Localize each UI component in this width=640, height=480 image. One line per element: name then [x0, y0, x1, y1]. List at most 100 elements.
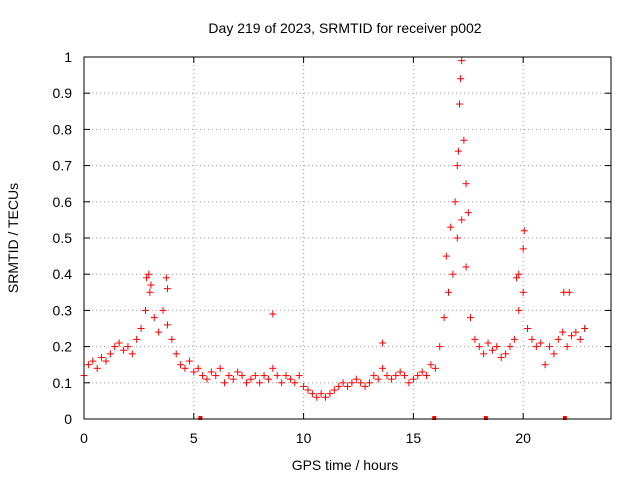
data-point-peak — [515, 270, 523, 278]
zero-marker — [198, 416, 203, 420]
x-tick-label: 15 — [406, 430, 422, 446]
x-tick-label: 20 — [515, 430, 531, 446]
data-point-srmtid — [563, 343, 571, 351]
y-tick-label: 0.3 — [53, 302, 73, 318]
data-point-srmtid — [370, 372, 378, 380]
data-point-srmtid — [401, 372, 409, 380]
data-point-srmtid — [203, 375, 211, 383]
data-point-srmtid — [365, 379, 373, 387]
data-point-srmtid — [137, 325, 145, 332]
data-point-srmtid — [256, 379, 264, 387]
data-point-srmtid — [93, 364, 101, 372]
data-point-peak — [147, 281, 155, 289]
data-point-srmtid — [115, 339, 123, 347]
y-axis-label: SRMTID / TECUs — [5, 183, 21, 293]
data-point-srmtid — [221, 379, 229, 387]
data-point-srmtid — [106, 350, 114, 358]
data-point-srmtid — [185, 357, 193, 365]
data-point-srmtid — [146, 288, 154, 296]
data-point-srmtid — [423, 372, 431, 380]
data-point-srmtid — [124, 343, 132, 351]
data-point-srmtid — [409, 375, 417, 383]
data-point-srmtid — [572, 328, 580, 336]
data-point-peak — [458, 57, 466, 65]
data-point-srmtid — [190, 368, 198, 376]
data-point-peak — [519, 245, 527, 253]
data-point-srmtid — [291, 379, 299, 387]
data-point-srmtid — [405, 379, 413, 387]
data-point-srmtid — [383, 372, 391, 380]
x-tick-label: 5 — [190, 430, 198, 446]
data-point-srmtid — [133, 335, 141, 343]
data-point-srmtid — [506, 343, 514, 351]
data-point-srmtid — [98, 353, 106, 361]
data-point-peak — [454, 147, 462, 155]
data-point-peak — [457, 75, 465, 83]
data-point-srmtid — [532, 343, 540, 351]
data-point-srmtid — [427, 361, 435, 369]
data-point-srmtid — [502, 350, 510, 358]
grid-lines — [84, 57, 611, 419]
y-tick-label: 0.5 — [53, 230, 73, 246]
data-point-srmtid — [234, 368, 242, 376]
data-point-srmtid — [357, 379, 365, 387]
plot-frame — [83, 56, 612, 420]
data-point-srmtid — [150, 314, 158, 322]
data-point-srmtid — [282, 372, 290, 380]
data-point-srmtid — [308, 390, 316, 398]
data-point-srmtid — [493, 343, 501, 351]
data-point-srmtid — [436, 343, 444, 351]
y-tick-label: 1 — [64, 49, 72, 65]
data-point-srmtid — [510, 335, 518, 343]
data-point-srmtid — [199, 372, 207, 380]
data-point-srmtid — [581, 325, 589, 332]
zero-marker — [483, 416, 488, 420]
data-point-peak — [520, 227, 528, 235]
data-point-srmtid — [286, 375, 294, 383]
data-point-peak — [269, 310, 277, 318]
data-point-srmtid — [141, 306, 149, 314]
data-point-srmtid — [528, 335, 536, 343]
data-point-srmtid — [102, 357, 110, 365]
data-point-srmtid — [194, 364, 202, 372]
data-point-srmtid — [163, 321, 171, 329]
zero-marker — [562, 416, 567, 420]
data-point-peak — [460, 136, 468, 144]
data-point-srmtid — [260, 372, 268, 380]
data-point-peak — [462, 180, 470, 188]
data-point-srmtid — [396, 368, 404, 376]
data-point-srmtid — [462, 263, 470, 271]
data-point-srmtid — [554, 335, 562, 343]
x-tick-label: 0 — [80, 430, 88, 446]
x-axis-label: GPS time / hours — [292, 457, 399, 473]
data-point-srmtid — [559, 328, 567, 336]
data-point-srmtid — [576, 335, 584, 343]
data-point-srmtid — [475, 343, 483, 351]
data-point-srmtid — [273, 372, 281, 380]
data-point-srmtid — [414, 372, 422, 380]
data-point-peak — [565, 288, 573, 296]
data-point-srmtid — [335, 382, 343, 390]
data-point-srmtid — [541, 361, 549, 369]
data-point-srmtid — [212, 372, 220, 380]
data-point-srmtid — [168, 335, 176, 343]
data-point-srmtid — [326, 390, 334, 398]
data-point-srmtid — [515, 306, 523, 314]
data-point-srmtid — [238, 372, 246, 380]
data-point-peak — [455, 100, 463, 108]
y-tick-label: 0.7 — [53, 158, 73, 174]
data-points — [80, 57, 589, 420]
data-point-srmtid — [269, 364, 277, 372]
data-point-peak — [442, 252, 450, 260]
data-point-srmtid — [567, 332, 575, 340]
data-point-srmtid — [242, 379, 250, 387]
y-tick-label: 0.8 — [53, 121, 73, 137]
data-point-srmtid — [374, 375, 382, 383]
data-point-srmtid — [344, 382, 351, 390]
data-point-srmtid — [379, 364, 387, 372]
y-tick-label: 0.2 — [53, 339, 73, 355]
y-tick-label: 0 — [64, 411, 72, 427]
data-point-srmtid — [537, 339, 545, 347]
data-point-peak — [513, 274, 521, 282]
